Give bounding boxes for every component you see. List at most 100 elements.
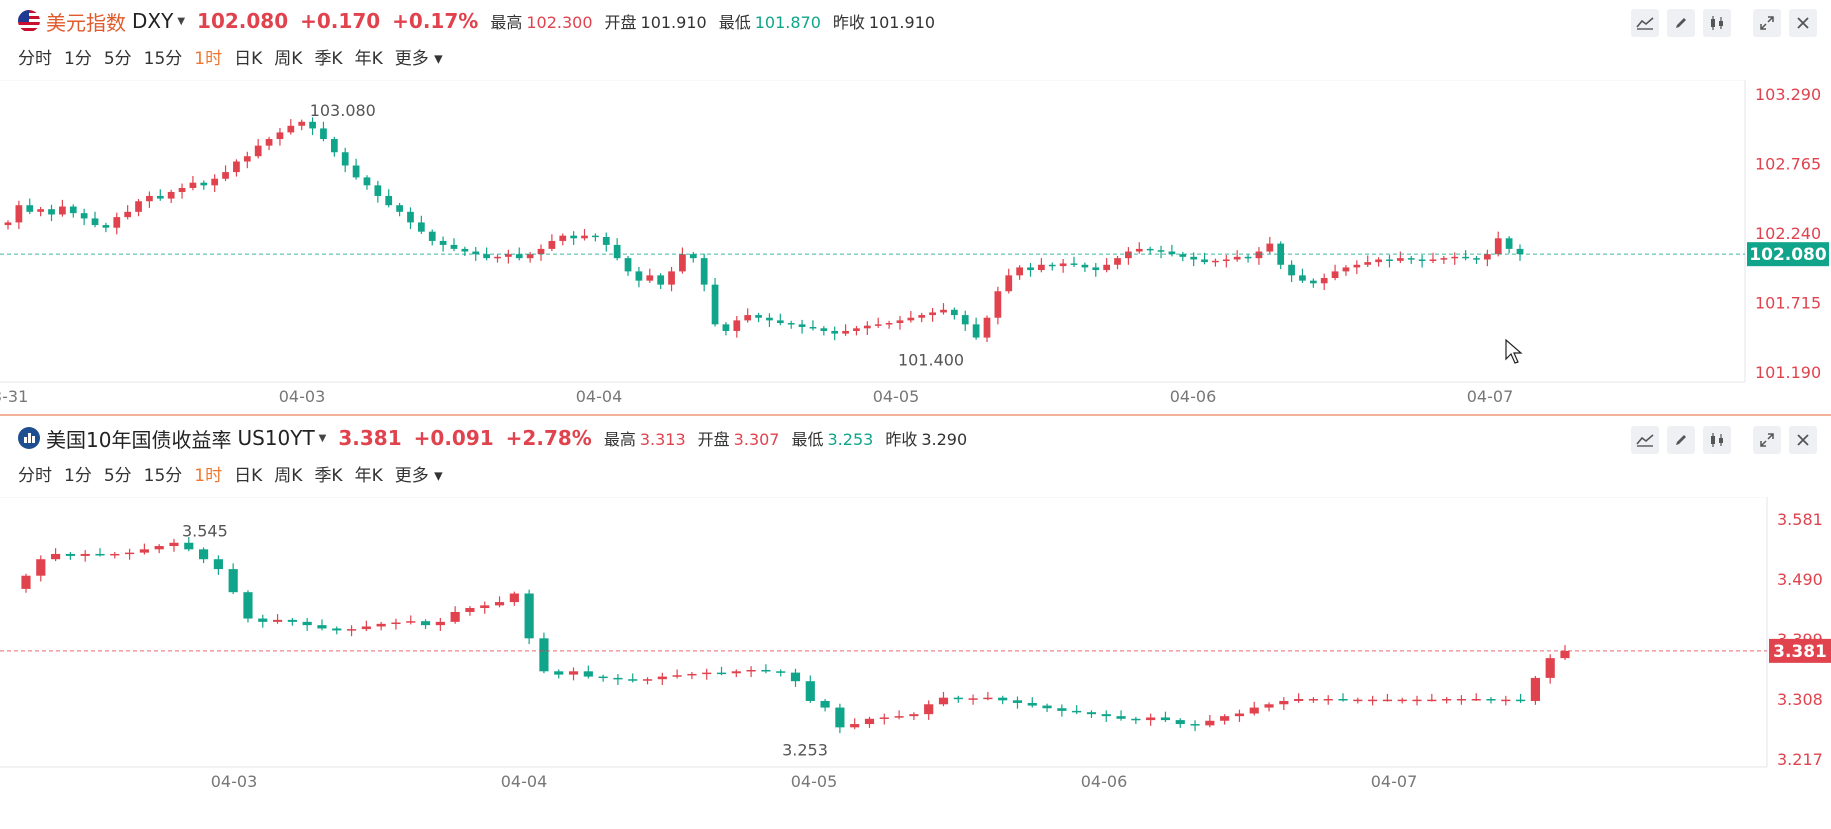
candle-body — [1386, 259, 1393, 261]
tab-timeframe[interactable]: 周K — [274, 49, 303, 69]
tab-timeframe[interactable]: 季K — [314, 49, 343, 69]
candle-body — [983, 697, 993, 700]
indicator-icon[interactable] — [1631, 9, 1659, 37]
tab-timeframe[interactable]: 15分 — [143, 49, 183, 69]
close-icon[interactable] — [1789, 426, 1817, 454]
expand-icon[interactable] — [1753, 426, 1781, 454]
candle-body — [1427, 699, 1437, 702]
tab-timeframe[interactable]: 1时 — [194, 49, 223, 69]
tab-timeframe[interactable]: 1时 — [194, 466, 223, 486]
candle-body — [465, 608, 475, 612]
candle-body — [983, 317, 991, 338]
tab-timeframe[interactable]: 日K — [234, 466, 263, 486]
tab-timeframe[interactable]: 1分 — [64, 466, 92, 486]
candle-body — [1560, 650, 1570, 659]
x-tick-label: 04-03 — [279, 387, 326, 406]
tab-timeframe[interactable]: 更多 ▾ — [394, 466, 443, 486]
last-price: 3.381 — [338, 426, 402, 450]
tab-timeframe[interactable]: 年K — [354, 49, 383, 69]
chart-toolbar — [1623, 9, 1817, 37]
candle-body — [1323, 699, 1333, 701]
candle-body — [733, 320, 741, 331]
candle-body — [1294, 699, 1304, 701]
tab-timeframe[interactable]: 更多 ▾ — [394, 49, 443, 69]
last-price-tag-label: 3.381 — [1773, 642, 1827, 662]
timeframe-tabs: 分时 1分 5分 15分 1时 日K 周K 季K 年K 更多 ▾ — [18, 461, 455, 486]
bar-chart-icon — [18, 427, 40, 449]
tab-timeframe[interactable]: 分时 — [18, 49, 52, 69]
min-price-label: 101.400 — [898, 351, 964, 370]
chart-toolbar — [1623, 426, 1817, 454]
candle-body — [766, 317, 773, 321]
candle-body — [1103, 264, 1111, 271]
price-change: +0.091 — [413, 426, 494, 450]
candle-body — [744, 315, 752, 321]
tab-timeframe[interactable]: 5分 — [103, 466, 132, 486]
candle-body — [26, 205, 34, 212]
candle-body — [254, 145, 262, 157]
candle-body — [831, 330, 839, 334]
close-icon[interactable] — [1789, 9, 1817, 37]
candle-body — [940, 309, 947, 313]
y-tick-label: 3.308 — [1777, 690, 1823, 709]
candle-body — [711, 284, 719, 325]
candle-body — [1070, 263, 1078, 265]
candle-body — [755, 315, 762, 318]
candle-body — [1048, 264, 1056, 267]
tab-timeframe[interactable]: 15分 — [143, 466, 183, 486]
candle-body — [1501, 699, 1511, 702]
candle-body — [346, 629, 357, 631]
candle-body — [1483, 254, 1491, 260]
candle-body — [624, 258, 632, 272]
tab-timeframe[interactable]: 5分 — [103, 49, 132, 69]
candle-body — [1116, 716, 1126, 719]
draw-pencil-icon[interactable] — [1667, 9, 1695, 37]
x-tick-label: 04-04 — [501, 772, 548, 791]
candle-body — [842, 330, 849, 334]
timeframe-tabs: 分时 1分 5分 15分 1时 日K 周K 季K 年K 更多 ▾ — [18, 44, 455, 69]
tab-timeframe[interactable]: 分时 — [18, 466, 52, 486]
dxy-candlestick-chart[interactable]: 103.290 102.765 102.240 101.715 101.190 03-31… — [0, 80, 1831, 414]
expand-icon[interactable] — [1753, 9, 1781, 37]
chevron-down-icon[interactable]: ▼ — [318, 432, 327, 444]
candle-body — [570, 235, 578, 239]
candle-body — [1368, 699, 1378, 702]
candle-body — [909, 714, 919, 717]
instrument-name[interactable]: 美元指数 — [46, 10, 126, 35]
candle-body — [850, 724, 860, 728]
candle-body — [776, 671, 786, 673]
draw-pencil-icon[interactable] — [1667, 426, 1695, 454]
candle-type-icon[interactable] — [1703, 9, 1731, 37]
candle-body — [1027, 702, 1037, 706]
candle-body — [1190, 724, 1200, 726]
candle-body — [761, 669, 771, 672]
candle-body — [1264, 704, 1274, 708]
candle-body — [59, 206, 66, 215]
us10yt-candlestick-chart[interactable]: 3.5813.4903.3993.3083.21704-0304-0404-05… — [0, 497, 1831, 829]
candle-body — [1382, 699, 1393, 702]
candle-body — [222, 172, 229, 179]
candle-body — [602, 236, 610, 245]
mouse-cursor-icon — [1505, 338, 1523, 369]
y-tick-label: 102.765 — [1755, 155, 1821, 174]
candle-body — [592, 235, 599, 238]
candle-body — [918, 315, 926, 318]
candle-body — [320, 128, 327, 140]
x-tick-label: 04-05 — [791, 772, 838, 791]
tab-timeframe[interactable]: 年K — [354, 466, 383, 486]
tab-timeframe[interactable]: 日K — [234, 49, 263, 69]
y-tick-label: 3.581 — [1777, 510, 1823, 529]
indicator-icon[interactable] — [1631, 426, 1659, 454]
instrument-symbol[interactable]: US10YT — [237, 426, 315, 450]
chevron-down-icon[interactable]: ▼ — [177, 15, 186, 27]
tab-timeframe[interactable]: 1分 — [64, 49, 92, 69]
candle-body — [341, 152, 349, 166]
tab-timeframe[interactable]: 周K — [274, 466, 303, 486]
candle-type-icon[interactable] — [1703, 426, 1731, 454]
candle-body — [69, 206, 77, 214]
candle-body — [1101, 714, 1111, 717]
instrument-symbol[interactable]: DXY — [132, 9, 174, 33]
instrument-name[interactable]: 美国10年国债收益率 — [46, 427, 232, 452]
tab-timeframe[interactable]: 季K — [314, 466, 343, 486]
candle-body — [1471, 699, 1481, 701]
